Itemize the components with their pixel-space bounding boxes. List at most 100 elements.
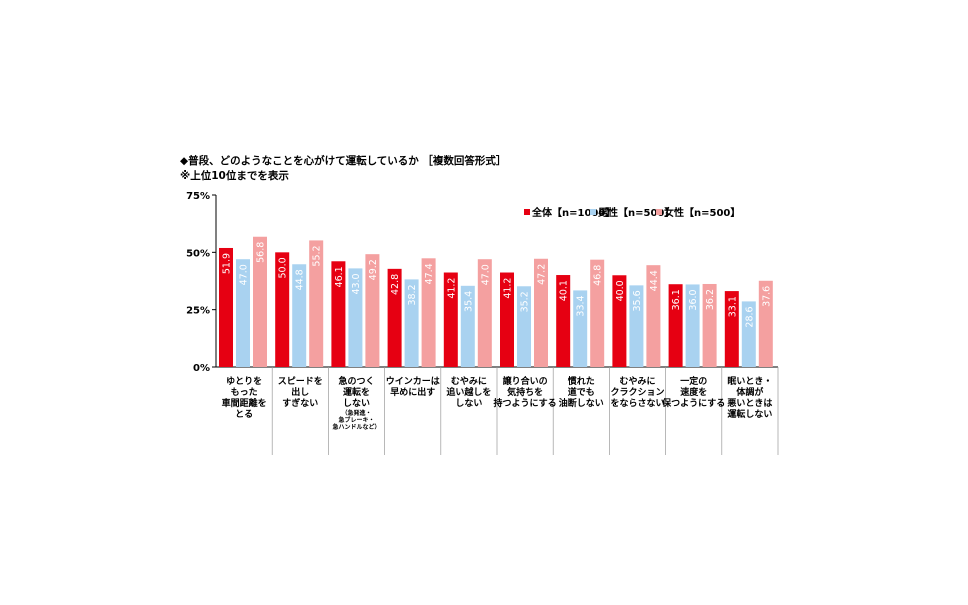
data-label: 49.2 (368, 259, 379, 280)
category-label: 運転しない (727, 408, 772, 420)
legend-label: 女性【n=500】 (664, 206, 740, 219)
data-label: 51.9 (222, 253, 233, 274)
category-label: ウインカーは (386, 376, 440, 387)
legend-swatch (656, 209, 662, 215)
bar (236, 259, 250, 367)
category-label: 速度を (680, 386, 707, 398)
category-label: 眠いとき・ (727, 376, 772, 387)
data-label: 46.8 (593, 265, 604, 286)
category-label: 油断しない (559, 397, 604, 409)
chart-title: ◆普段、どのようなことを心がけて運転しているか ［複数回答形式］ (180, 155, 507, 167)
data-label: 37.6 (761, 286, 772, 307)
category-label: むやみに (619, 376, 655, 387)
category-label: 早めに出す (390, 386, 435, 398)
bar (253, 236, 267, 367)
bar (219, 247, 233, 367)
category-label: 追い越しを (446, 386, 491, 398)
category-label: むやみに (451, 376, 487, 387)
category-label: 急のつく (338, 375, 374, 387)
category-note: 急ハンドルなど） (332, 423, 380, 431)
data-label: 41.2 (503, 278, 514, 299)
data-label: 40.1 (559, 280, 570, 301)
bar (477, 259, 492, 367)
data-label: 47.4 (424, 263, 435, 284)
data-label: 36.2 (705, 289, 716, 310)
bar (365, 254, 380, 367)
bar (292, 264, 307, 367)
bar (629, 285, 644, 367)
data-label: 36.1 (671, 289, 682, 310)
bar (421, 258, 436, 367)
y-tick-label: 25% (186, 306, 210, 317)
data-label: 40.0 (615, 280, 626, 301)
category-label: をならさない (610, 398, 664, 409)
category-label: しない (343, 398, 370, 409)
category-label: もった (231, 387, 258, 398)
bar (517, 286, 531, 367)
data-label: 41.2 (446, 278, 457, 299)
category-label: スピードを (278, 375, 323, 387)
category-label: 車間距離を (222, 397, 267, 409)
data-label: 50.0 (278, 257, 289, 278)
category-label: 持つようにする (494, 397, 557, 409)
data-label: 35.6 (632, 290, 643, 311)
data-label: 47.0 (480, 264, 491, 285)
bar (724, 291, 739, 367)
data-label: 43.0 (351, 273, 362, 294)
category-label: とる (235, 409, 253, 420)
bar (646, 265, 661, 367)
category-note: （急発進・ (341, 409, 371, 417)
data-label: 46.1 (334, 266, 345, 287)
data-label: 44.8 (295, 269, 306, 290)
category-label: 保つようにする (661, 397, 725, 409)
data-label: 42.8 (390, 274, 401, 295)
data-label: 35.2 (520, 291, 531, 312)
bar (612, 275, 627, 367)
bar (500, 272, 514, 367)
legend-swatch (590, 209, 596, 215)
bar (348, 268, 363, 367)
bar (275, 252, 290, 367)
bar (758, 280, 773, 367)
category-label: しない (455, 398, 482, 409)
bar (556, 275, 571, 367)
data-label: 38.2 (407, 284, 418, 305)
category-label: 出し (291, 386, 309, 398)
bar (573, 290, 588, 367)
data-label: 33.1 (727, 296, 738, 317)
bar (404, 279, 419, 367)
category-label: 運転を (343, 386, 370, 398)
data-label: 36.0 (688, 289, 699, 310)
category-label: 譲り合いの (503, 375, 548, 387)
data-label: 28.6 (744, 306, 755, 327)
category-label: 体調が (736, 386, 764, 398)
data-label: 47.0 (239, 264, 250, 285)
data-label: 56.8 (256, 242, 267, 263)
chart-note: ※上位10位までを表示 (180, 170, 289, 182)
bar (331, 261, 346, 367)
category-label: 気持ちを (507, 386, 543, 398)
bar (590, 259, 605, 367)
bar (387, 268, 402, 367)
category-label: 慣れた (567, 375, 595, 387)
data-label: 55.2 (312, 245, 323, 266)
y-tick-label: 75% (186, 191, 210, 202)
bar (309, 240, 324, 367)
category-note: 急ブレーキ・ (338, 416, 374, 424)
data-label: 33.4 (576, 295, 587, 316)
data-label: 44.4 (649, 270, 660, 291)
category-label: 一定の (680, 375, 707, 387)
category-label: ゆとりを (226, 376, 262, 387)
category-label: クラクション (610, 387, 664, 398)
bar (668, 284, 683, 367)
bar (460, 285, 475, 367)
y-tick-label: 50% (186, 248, 210, 259)
bar (702, 283, 717, 367)
legend-label: 男性【n=500】 (598, 206, 674, 219)
legend-swatch (524, 209, 530, 215)
category-label: 道でも (568, 386, 595, 398)
data-label: 47.2 (537, 264, 548, 285)
bar (534, 258, 548, 367)
